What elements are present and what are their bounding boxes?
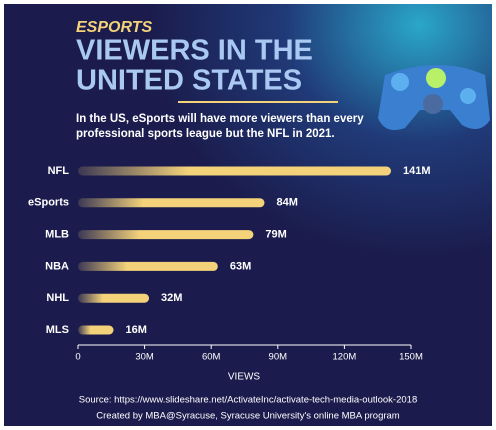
x-tick-label: 60M — [202, 352, 221, 363]
subtitle-line: professional sports league but the NFL i… — [76, 128, 335, 140]
value-label: 32M — [161, 292, 182, 304]
controller-illustration — [378, 65, 490, 131]
value-label: 84M — [276, 197, 297, 209]
y-tick-label: NBA — [45, 260, 69, 272]
bar — [78, 166, 392, 176]
y-tick-label: MLS — [46, 324, 69, 336]
value-label: 16M — [126, 324, 147, 336]
source: Source: https://www.slideshare.net/Activ… — [79, 395, 417, 406]
bar — [78, 293, 150, 303]
x-tick-label: 150M — [399, 352, 423, 363]
x-tick-label: 0 — [75, 352, 80, 363]
y-tick-label: NFL — [48, 165, 70, 177]
x-tick-label: 30M — [135, 352, 154, 363]
x-axis-label: VIEWS — [228, 372, 261, 383]
value-label: 63M — [230, 260, 251, 272]
kicker: ESPORTS — [76, 19, 153, 36]
title-line: VIEWERS IN THE — [76, 35, 313, 67]
value-label: 141M — [403, 165, 431, 177]
bar — [78, 230, 254, 240]
bar — [78, 325, 114, 335]
title-rule — [178, 101, 338, 103]
value-label: 79M — [265, 229, 286, 241]
subtitle-line: In the US, eSports will have more viewer… — [76, 113, 364, 125]
credit: Created by MBA@Syracuse, Syracuse Univer… — [96, 411, 400, 422]
x-tick-label: 120M — [333, 352, 357, 363]
y-tick-label: eSports — [28, 197, 69, 209]
bar — [78, 198, 265, 208]
x-tick-label: 90M — [269, 352, 288, 363]
title-line: UNITED STATES — [76, 65, 302, 97]
y-tick-label: MLB — [45, 229, 69, 241]
bar — [78, 261, 218, 271]
y-tick-label: NHL — [46, 292, 69, 304]
